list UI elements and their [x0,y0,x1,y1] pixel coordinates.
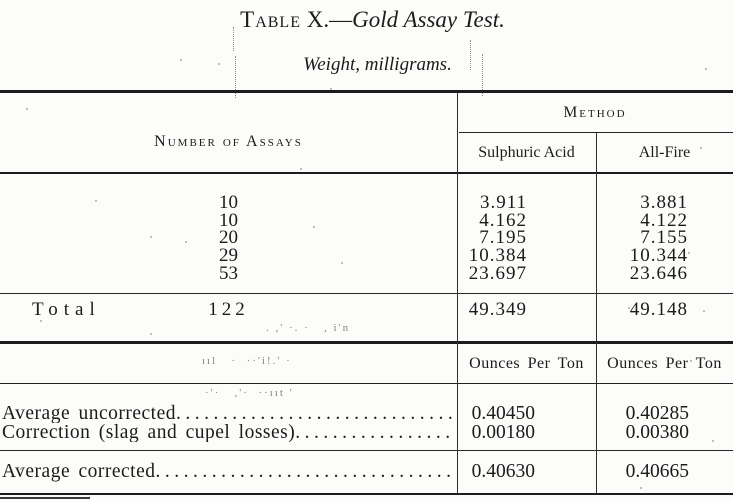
scan-speckle [703,310,705,312]
column-divider-right [595,133,597,493]
table-title: Table X.—Gold Assay Test. [0,7,733,33]
sulphuric-value-cell: 3.911 [479,192,527,213]
table-title-italic: Gold Assay Test. [352,7,505,32]
summary-label: Average uncorrected.....................… [2,404,454,423]
sulphuric-value-cell: 0.00180 [471,422,535,443]
scan-speckle [40,320,42,322]
summary-label-text: Correction (slag and cupel losses) [2,423,296,442]
header-all-fire: All-Fire [638,144,691,161]
sulphuric-value-cell: 0.40630 [471,461,535,482]
allfire-value-cell: 0.40665 [625,461,689,482]
header-method: Method [563,104,627,121]
assay-count-cell: 20 [219,227,238,249]
scan-speckle [180,59,182,61]
summary-row-average-uncorrected: Average uncorrected.....................… [0,403,733,424]
allfire-value-cell: 7.155 [640,227,688,249]
allfire-value-cell: 3.881 [640,192,688,213]
total-sulphuric-value: 49.349 [468,299,527,320]
scan-speckle [300,168,302,170]
summary-label-text: Average corrected [2,461,156,482]
scan-artifact: . ,' ·. · , i'n [266,322,351,334]
sulphuric-value-cell: 4.162 [479,209,527,231]
summary-row-average-corrected: Average corrected.......................… [0,461,733,482]
scan-speckle [660,214,662,216]
table-subtitle: Weight, milligrams. [303,54,452,75]
sulphuric-value-cell: 23.697 [468,262,527,284]
header-sulphuric-acid: Sulphuric Acid [478,144,575,161]
summary-label: Average corrected.......................… [2,461,454,482]
assay-row: 10 4.162 4.122 [0,209,733,231]
allfire-value-cell: 0.40285 [625,403,689,424]
total-allfire-value: 49.148 [629,299,688,320]
assay-data-rows: 10 3.911 3.881 10 4.162 4.122 20 7.195 7… [0,192,733,284]
allfire-value-cell: 4.122 [640,209,688,231]
sulphuric-value-cell: 10.384 [468,245,527,267]
scan-speckle [150,236,152,238]
assay-row: 20 7.195 7.155 [0,227,733,249]
summary-label-text: Average uncorrected [2,404,176,423]
scan-speckle [95,200,97,202]
leader-dots: ........................................… [155,461,455,482]
scan-speckle [185,241,187,243]
allfire-value-cell: 0.00380 [625,422,689,443]
scan-speckle [313,226,315,228]
scan-speckle [712,440,714,442]
rule-under-units [0,382,733,385]
scan-artifact: ·'· ,'· ··ııt ' [205,387,294,399]
rule-under-headers [0,172,733,175]
scan-speckle [20,468,22,470]
assay-row: 29 10.384 10.344 [0,245,733,267]
scan-speckle [218,63,220,65]
scan-artifact: ııl · ··'i!.' · [202,355,292,367]
scan-speckle [705,68,707,70]
scan-speckle [330,88,332,90]
scan-speckle [700,147,702,149]
column-divider-left [457,93,459,493]
units-row: Ounces Per Ton Ounces Per Ton [0,355,733,373]
scan-speckle [150,333,152,335]
scan-speckle [628,307,630,309]
rule-under-method [459,131,733,134]
rule-above-corrected [0,449,733,451]
scan-speckle [640,487,642,489]
scan-speckle [690,360,692,362]
rule-table-top [0,90,733,93]
allfire-value-cell: 10.344 [629,245,688,267]
assay-count-cell: 10 [219,209,238,231]
assay-count-cell: 10 [219,192,238,213]
scan-artifact-tick [233,27,234,51]
summary-rows: Average uncorrected.....................… [0,403,733,443]
scan-speckle [26,108,28,110]
scan-speckle [688,252,690,254]
header-number-of-assays: Number of Assays [154,133,303,150]
leader-dots: ........................................… [176,404,454,423]
assay-count-cell: 29 [219,245,238,267]
assay-count-cell: 53 [219,262,238,284]
total-assay-count: 122 [208,299,249,320]
leader-dots: ........................................… [295,423,454,442]
scan-artifact-tick [470,40,471,70]
summary-row-correction: Correction (slag and cupel losses)......… [0,422,733,443]
table-title-smallcaps: Table [240,7,301,32]
summary-label: Correction (slag and cupel losses)......… [2,423,454,442]
rule-above-total [0,293,733,295]
rule-table-bottom-echo [0,497,90,499]
units-sulphuric: Ounces Per Ton [469,355,584,372]
allfire-value-cell: 23.646 [629,262,688,284]
sulphuric-value-cell: 7.195 [479,227,527,249]
sulphuric-value-cell: 0.40450 [471,403,535,424]
scan-speckle [341,262,343,264]
total-label: Total [32,299,101,320]
total-row: Total 122 49.349 49.148 [0,299,733,320]
rule-table-bottom [0,492,733,496]
rule-section-divider [0,341,733,344]
scan-artifact-tick [482,54,483,96]
scan-artifact-tick [235,56,236,98]
assay-row: 10 3.911 3.881 [0,192,733,213]
units-allfire: Ounces Per Ton [607,355,722,372]
table-title-number: X.— [300,7,353,32]
assay-row: 53 23.697 23.646 [0,262,733,284]
